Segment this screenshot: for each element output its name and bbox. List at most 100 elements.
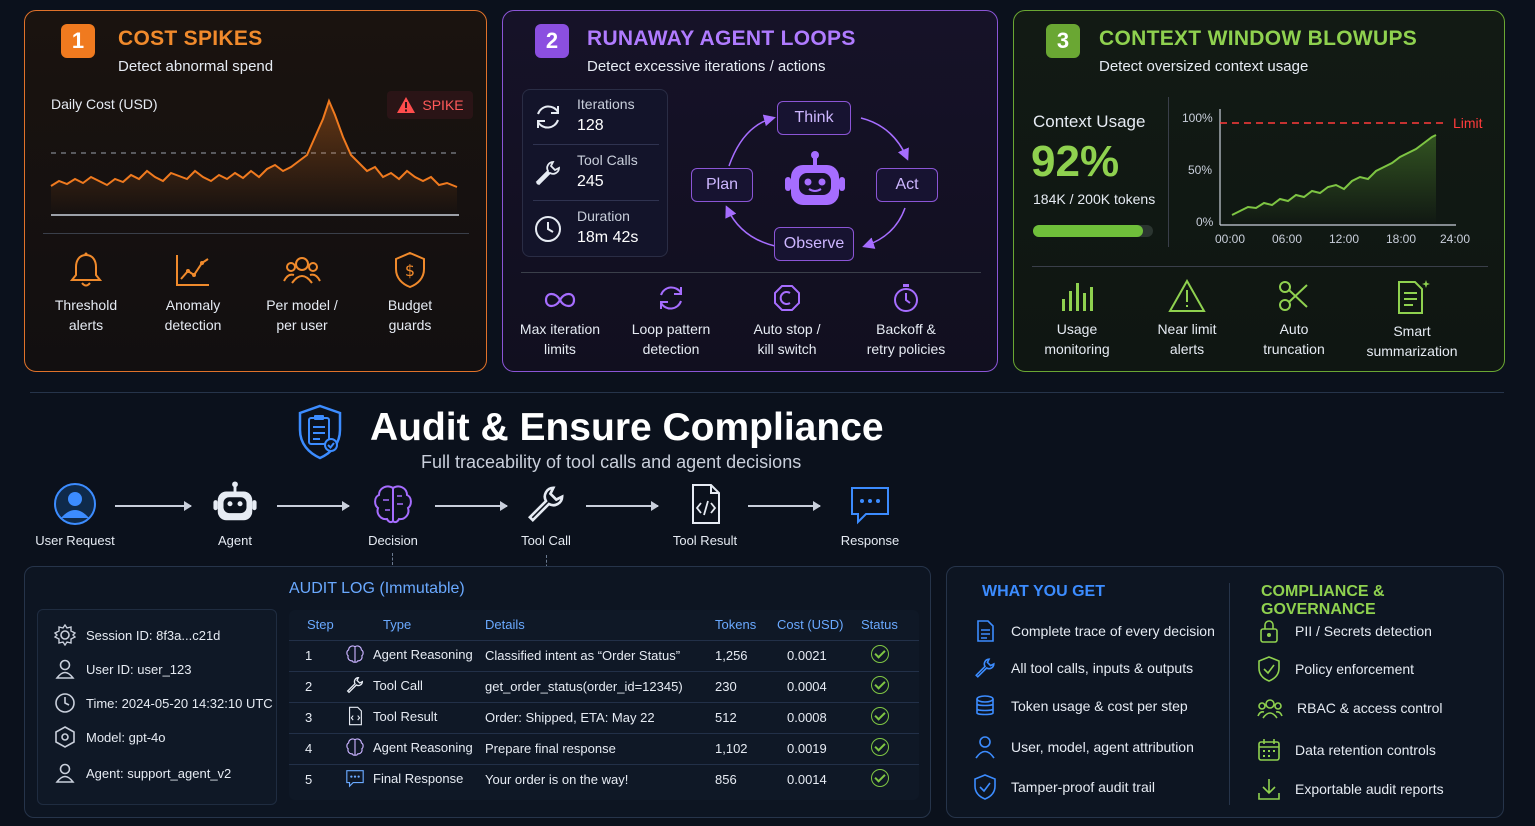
warning-icon: [397, 97, 416, 113]
benefits-panel: WHAT YOU GET COMPLIANCE & GOVERNANCE Com…: [946, 566, 1504, 818]
table-row: 5 Final Response Your order is on the way!…: [289, 763, 919, 795]
session-text: Agent: support_agent_v2: [86, 765, 232, 781]
what-you-get-title: WHAT YOU GET: [982, 583, 1105, 600]
stat-value: 18m 42s: [577, 229, 639, 246]
feature-usage-monitoring: Usage monitoring: [1022, 279, 1132, 359]
session-time: Time: 2024-05-20 14:32:10 UTC: [54, 692, 273, 714]
table-row: 2 Tool Call get_order_status(order_id=1234…: [289, 670, 919, 702]
what-item-label: Tamper-proof audit trail: [1011, 779, 1155, 795]
col-cost: Cost (USD): [777, 617, 844, 633]
stat-label: Tool Calls: [577, 152, 638, 168]
session-text: Session ID: 8f3a...c21d: [86, 627, 221, 643]
feature-label: Threshold: [54, 297, 118, 313]
cell-cost: 0.0004: [777, 670, 861, 702]
session-text: User ID: user_123: [86, 661, 192, 677]
code-file-icon: [348, 706, 362, 726]
check-circle-icon: [871, 676, 889, 694]
feature-label: detection: [164, 317, 222, 333]
usage-percent: 92%: [1031, 137, 1120, 186]
x-tick: 00:00: [1215, 232, 1246, 246]
cell-details: Your order is on the way!: [485, 763, 715, 795]
loop-icon: [660, 286, 682, 310]
chat-bubble-icon: [346, 770, 364, 788]
user-icon: [975, 736, 995, 759]
x-tick: 24:00: [1440, 232, 1471, 246]
stat-value: 128: [577, 117, 604, 134]
cycle-plan: Plan: [691, 168, 753, 202]
stat-label: Iterations: [577, 96, 635, 112]
session-info: Session ID: 8f3a...c21d User ID: user_12…: [37, 609, 277, 805]
cell-cost: 0.0008: [777, 701, 861, 733]
table-row: 3 Tool Result Order: Shipped, ETA: May 22 5…: [289, 701, 919, 733]
cell-status: [861, 639, 919, 671]
robot-icon: [213, 481, 257, 521]
spike-badge: SPIKE: [387, 91, 473, 119]
type-label: Tool Call: [373, 677, 423, 693]
feature-label: alerts: [1169, 341, 1205, 357]
feature-near-limit: Near limit alerts: [1132, 279, 1242, 359]
x-tick: 06:00: [1272, 232, 1303, 246]
cell-tokens: 230: [715, 670, 777, 702]
audit-subtitle: Full traceability of tool calls and agen…: [421, 452, 802, 472]
feature-label: Budget: [387, 297, 433, 313]
what-item: Tamper-proof audit trail: [973, 774, 1155, 800]
cost-area: [51, 101, 457, 215]
cell-tokens: 1,256: [715, 639, 777, 671]
feature-label: Near limit: [1157, 321, 1217, 337]
wrench-icon: [535, 161, 560, 186]
panel-number-badge: 2: [535, 24, 569, 58]
cell-step: 5: [289, 763, 351, 795]
loop-stats-card: Iterations 128 Tool Calls 245 Duration 1…: [522, 89, 668, 257]
feature-label: Usage: [1056, 321, 1098, 337]
agent-loops-panel: 2 RUNAWAY AGENT LOOPS Detect excessive i…: [502, 10, 998, 372]
feature-loop-pattern: Loop pattern detection: [616, 283, 726, 359]
feature-label: detection: [642, 341, 700, 357]
feature-label: Max iteration: [519, 321, 601, 337]
gov-item: PII / Secrets detection: [1257, 619, 1432, 643]
cell-details: Classified intent as “Order Status”: [485, 639, 715, 671]
infinity-icon: [544, 292, 576, 308]
download-icon: [1258, 779, 1280, 800]
x-tick: 18:00: [1386, 232, 1417, 246]
col-type: Type: [383, 617, 412, 633]
flow-response: Response: [815, 482, 925, 548]
cycle-act: Act: [876, 168, 938, 202]
wrench-icon: [346, 676, 364, 694]
flow-user-request: User Request: [20, 482, 130, 548]
flow-label: Decision: [368, 533, 418, 548]
what-item: All tool calls, inputs & outputs: [973, 656, 1193, 680]
panel-subtitle: Detect oversized context usage: [1099, 58, 1309, 75]
stop-icon: [774, 285, 800, 311]
context-usage-chart: [1219, 109, 1456, 226]
gov-item-label: Policy enforcement: [1295, 661, 1415, 677]
session-user: User ID: user_123: [54, 658, 192, 680]
cell-tokens: 512: [715, 701, 777, 733]
col-details: Details: [485, 617, 525, 633]
clock-icon: [55, 693, 75, 713]
feature-label: monitoring: [1044, 341, 1110, 357]
feature-label: truncation: [1263, 341, 1325, 357]
brain-icon: [346, 738, 364, 756]
svg-text:$: $: [405, 261, 415, 280]
feature-per-model-user: Per model / per user: [247, 251, 357, 335]
stat-label: Duration: [577, 208, 630, 224]
gov-item: RBAC & access control: [1257, 696, 1443, 720]
chat-bubble-icon: [851, 487, 889, 525]
spike-label: SPIKE: [422, 97, 464, 113]
session-text: Time: 2024-05-20 14:32:10 UTC: [86, 695, 273, 711]
col-tokens: Tokens: [715, 617, 757, 633]
panel-subtitle: Detect excessive iterations / actions: [587, 58, 826, 75]
clock-icon: [535, 216, 561, 242]
session-text: Model: gpt-4o: [86, 729, 166, 745]
gear-icon: [54, 624, 76, 646]
panel-number-badge: 3: [1046, 24, 1080, 58]
brain-icon: [346, 645, 364, 663]
table-header: Step Type Details Tokens Cost (USD) Stat…: [289, 610, 919, 640]
y-tick: 0%: [1196, 215, 1214, 229]
cell-type: Agent Reasoning: [346, 732, 485, 764]
usage-progress-bar: [1033, 225, 1153, 237]
code-file-icon: [692, 484, 720, 524]
usage-line: [1231, 134, 1437, 216]
feature-label: kill switch: [757, 341, 817, 357]
feature-label: per user: [276, 317, 328, 333]
